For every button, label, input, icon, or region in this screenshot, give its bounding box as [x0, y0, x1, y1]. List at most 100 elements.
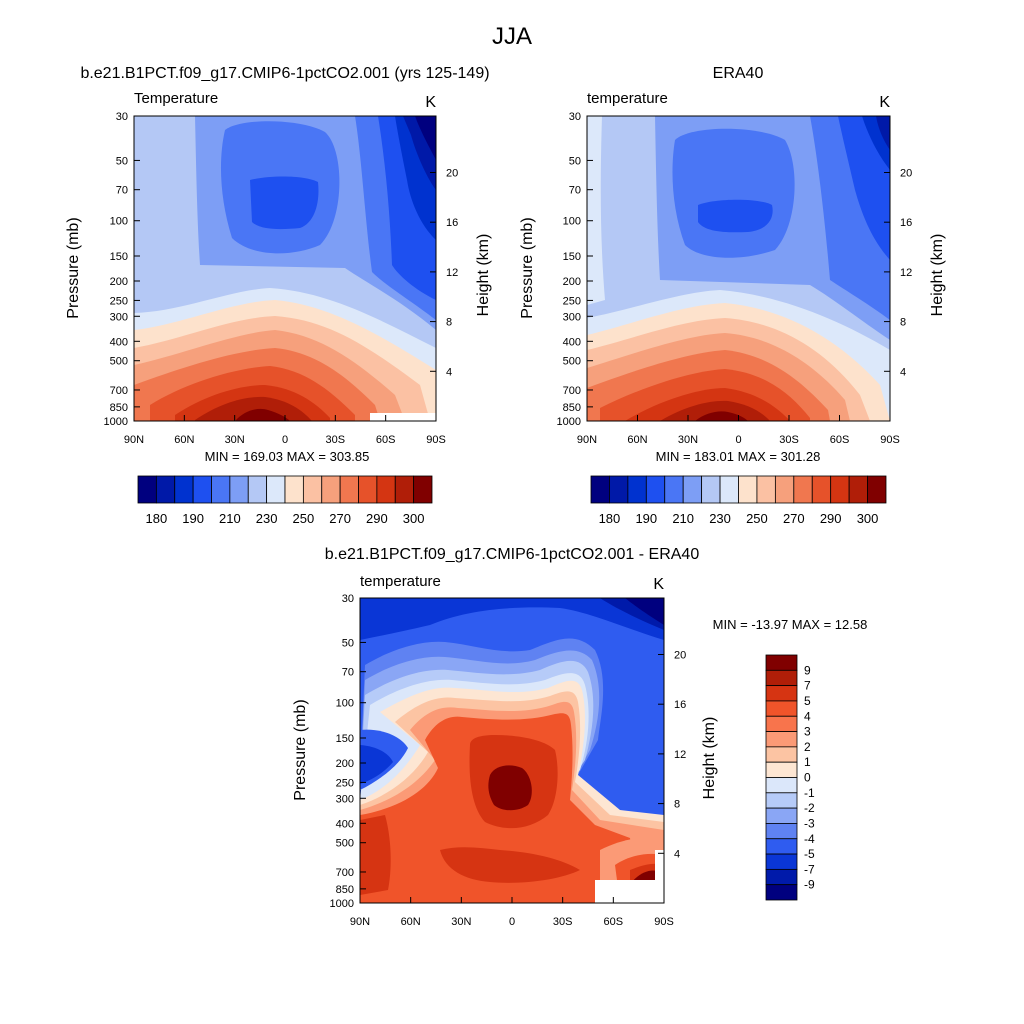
colorbar-swatch [765, 700, 798, 717]
latitude-tick-label: 30N [225, 434, 245, 446]
colorbar-swatch [765, 746, 798, 763]
colorbar-label: 300 [403, 511, 425, 526]
height-tick-label: 16 [446, 217, 458, 229]
colorbar-label: 250 [293, 511, 315, 526]
colorbar-swatch [358, 475, 378, 504]
y2-axis-title: Height (km) [929, 234, 946, 317]
height-tick-label: 4 [674, 848, 680, 860]
colorbar-swatch [765, 792, 798, 809]
colorbar-swatch [627, 475, 647, 504]
colorbar: 180 190 210 230 250 270 290 300 [590, 475, 887, 526]
colorbar-label: 0 [804, 771, 811, 785]
height-tick-label: 16 [674, 699, 686, 711]
colorbar-swatch [765, 685, 798, 702]
latitude-tick-label: 30S [553, 916, 573, 928]
colorbar-swatch [765, 807, 798, 824]
pressure-tick-label: 500 [563, 356, 581, 368]
unit-label: K [425, 94, 436, 111]
colorbar-swatch [811, 475, 832, 504]
colorbar-label: 290 [366, 511, 388, 526]
colorbar-label: 270 [329, 511, 351, 526]
latitude-tick-label: 60S [376, 434, 396, 446]
pressure-tick-label: 700 [336, 867, 354, 879]
colorbar-label: 210 [219, 511, 241, 526]
pressure-tick-label: 150 [336, 733, 354, 745]
latitude-tick-label: 60N [401, 916, 421, 928]
pressure-tick-label: 850 [336, 884, 354, 896]
colorbar-label: 180 [146, 511, 168, 526]
colorbar-label: 4 [804, 709, 811, 723]
pressure-tick-label: 70 [116, 185, 128, 197]
latitude-tick-label: 90N [577, 434, 597, 446]
colorbar-swatch [229, 475, 249, 504]
pressure-tick-label: 50 [569, 155, 581, 167]
pressure-tick-label: 100 [563, 216, 581, 228]
colorbar-label: 9 [804, 663, 811, 677]
colorbar-swatch [765, 777, 798, 794]
pressure-tick-label: 300 [563, 311, 581, 323]
colorbar-swatch [765, 654, 798, 671]
colorbar-label: 300 [857, 511, 879, 526]
latitude-tick-label: 30S [779, 434, 799, 446]
pressure-tick-label: 50 [116, 155, 128, 167]
min-max-stats: MIN = -13.97 MAX = 12.58 [713, 617, 868, 632]
pressure-axis: 30 50 70 100 150 200 250 300 400 500 700 850 1000 [330, 593, 366, 910]
height-tick-label: 4 [446, 366, 452, 378]
height-tick-label: 12 [674, 749, 686, 761]
pressure-tick-label: 400 [336, 818, 354, 830]
pressure-tick-label: 100 [336, 698, 354, 710]
colorbar-swatch [394, 475, 415, 504]
pressure-tick-label: 200 [563, 276, 581, 288]
variable-label: temperature [587, 90, 668, 107]
colorbar-swatch [211, 475, 231, 504]
pressure-tick-label: 250 [110, 295, 128, 307]
contour-field [360, 598, 664, 903]
pressure-tick-label: 500 [110, 356, 128, 368]
colorbar-label: 290 [820, 511, 842, 526]
latitude-tick-label: 90S [426, 434, 446, 446]
contour-field [587, 116, 890, 421]
panel-difference: b.e21.B1PCT.f09_g17.CMIP6-1pctCO2.001 - … [292, 546, 867, 928]
pressure-tick-label: 100 [110, 216, 128, 228]
colorbar-swatch [590, 475, 610, 504]
pressure-tick-label: 70 [569, 185, 581, 197]
variable-label: Temperature [134, 90, 218, 107]
height-tick-label: 12 [900, 267, 912, 279]
colorbar-swatch [682, 475, 703, 504]
panel-model: b.e21.B1PCT.f09_g17.CMIP6-1pctCO2.001 (y… [65, 65, 492, 526]
colorbar-swatch [765, 823, 798, 840]
height-axis: 20 16 12 8 4 [884, 167, 912, 378]
colorbar-label: 190 [635, 511, 657, 526]
panel-title: b.e21.B1PCT.f09_g17.CMIP6-1pctCO2.001 - … [325, 546, 700, 563]
colorbar-label: 7 [804, 679, 811, 693]
colorbar-swatch [284, 475, 304, 504]
height-tick-label: 8 [674, 799, 680, 811]
figure-title: JJA [492, 23, 532, 50]
latitude-tick-label: 0 [735, 434, 741, 446]
colorbar-label: 180 [599, 511, 621, 526]
pressure-tick-label: 1000 [557, 416, 581, 428]
latitude-tick-label: 90N [124, 434, 144, 446]
height-tick-label: 4 [900, 366, 906, 378]
y-axis-title: Pressure (mb) [65, 217, 82, 318]
colorbar-swatch [765, 669, 798, 687]
pressure-tick-label: 300 [336, 793, 354, 805]
colorbar-swatch [765, 868, 798, 886]
latitude-tick-label: 60S [830, 434, 850, 446]
height-axis: 20 16 12 8 4 [430, 167, 458, 378]
colorbar-swatch [174, 475, 194, 504]
colorbar-label: -5 [804, 847, 815, 861]
colorbar-label: 210 [672, 511, 694, 526]
colorbar-swatch [765, 761, 798, 778]
colorbar-label: -2 [804, 801, 815, 815]
height-tick-label: 20 [900, 167, 912, 179]
colorbar-swatch [137, 475, 157, 504]
pressure-tick-label: 250 [563, 295, 581, 307]
pressure-tick-label: 30 [116, 111, 128, 123]
colorbar-label: 230 [709, 511, 731, 526]
y2-axis-title: Height (km) [701, 717, 718, 800]
colorbar-swatch [339, 475, 359, 504]
pressure-axis: 30 50 70 100 150 200 250 300 400 500 700 850 1000 [557, 111, 593, 428]
height-tick-label: 16 [900, 217, 912, 229]
